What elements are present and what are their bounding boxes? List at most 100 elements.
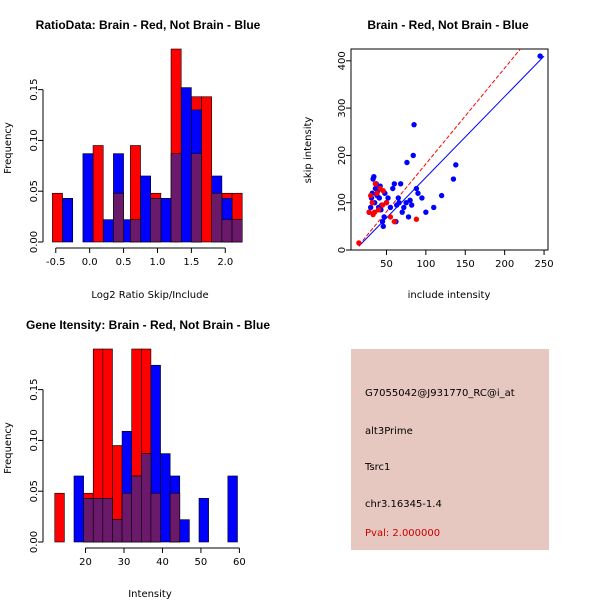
ratio-bar-overlap: [150, 198, 162, 243]
scatter-point-not-brain: [410, 152, 416, 159]
gene-bar-not-brain: [179, 519, 190, 543]
gene-bar-overlap: [121, 492, 132, 543]
scatter-x-tick-label: 250: [535, 259, 554, 270]
scatter-y-tick-label: 300: [337, 99, 348, 118]
ratio-histogram-panel: RatioData: Brain - Red, Not Brain - Blue…: [3, 18, 261, 301]
scatter-point-not-brain: [390, 185, 396, 192]
ratio-y-tick-label: 0.00: [29, 231, 40, 253]
gene-x-tick-label: 40: [156, 557, 169, 568]
gene-bar-not-brain: [227, 475, 238, 543]
scatter-point-not-brain: [403, 200, 409, 206]
scatter-x-tick-label: 50: [380, 259, 393, 270]
scatter-y-tick-label: 200: [337, 146, 348, 165]
scatter-point-not-brain: [379, 218, 386, 225]
ratio-x-tick-label: 1.5: [183, 257, 199, 268]
scatter-point-not-brain: [396, 200, 402, 206]
scatter-x-tick-label: 100: [416, 259, 435, 270]
ratio-histogram-bars: [52, 48, 243, 243]
scatter-point-not-brain: [395, 195, 401, 201]
scatter-point-not-brain: [381, 214, 387, 220]
scatter-point-brain: [387, 214, 394, 220]
ratio-bar-not-brain: [160, 198, 172, 243]
scatter-point-not-brain: [415, 190, 421, 196]
scatter-point-not-brain: [404, 159, 410, 166]
scatter-axes: 50 100 150 200 250 0 100 200 300 400: [337, 51, 554, 270]
scatter-point-not-brain: [405, 214, 412, 220]
ratio-bar-overlap: [231, 219, 243, 243]
scatter-point-not-brain: [371, 173, 377, 180]
gene-y-tick-label: 0.05: [29, 480, 40, 502]
ratio-bar-not-brain: [102, 219, 114, 243]
gene-histogram-bars: [54, 348, 238, 543]
ratio-bar-not-brain: [82, 153, 94, 243]
info-panel-background: [351, 349, 549, 550]
ratio-x-tick-label: 2.0: [217, 257, 233, 268]
gene-histogram-title: Gene Itensity: Brain - Red, Not Brain - …: [26, 318, 270, 332]
gene-x-tick-label: 30: [118, 557, 131, 568]
gene-bar-overlap: [112, 519, 123, 543]
ratio-y-tick-label: 0.15: [29, 78, 40, 100]
scatter-point-not-brain: [423, 209, 429, 215]
ratio-bar-overlap: [113, 192, 124, 243]
gene-histogram-panel: Gene Itensity: Brain - Red, Not Brain - …: [3, 318, 270, 600]
gene-bar-overlap: [169, 492, 181, 543]
ratio-x-tick-label: 0.0: [82, 257, 98, 268]
ratio-bar-brain: [52, 192, 63, 243]
scatter-point-brain: [380, 188, 387, 194]
scatter-point-not-brain: [413, 185, 420, 192]
scatter-x-tick-label: 150: [456, 259, 475, 270]
ratio-bar-not-brain: [180, 87, 192, 243]
scatter-point-brain: [374, 190, 380, 196]
ratio-y-tick-label: 0.10: [29, 129, 40, 151]
ratio-histogram-title: RatioData: Brain - Red, Not Brain - Blue: [36, 18, 261, 32]
scatter-point-not-brain: [401, 204, 407, 211]
ratio-bar-overlap: [170, 153, 182, 243]
ratio-y-tick-label: 0.05: [29, 180, 40, 202]
gene-bar-not-brain: [198, 498, 209, 543]
scatter-y-tick-label: 100: [337, 193, 348, 212]
ratio-histogram-ylabel: Frequency: [3, 122, 14, 174]
info-panel: G7055042@J931770_RC@i_at alt3Prime Tsrc1…: [351, 349, 549, 550]
ratio-bar-not-brain: [140, 175, 151, 243]
scatter-point-not-brain: [453, 162, 459, 168]
scatter-point-brain: [369, 200, 375, 206]
gene-bar-overlap: [131, 475, 142, 543]
gene-bar-overlap: [83, 498, 94, 543]
scatter-point-brain: [372, 181, 379, 187]
ratio-x-tick-label: 0.5: [116, 257, 132, 268]
gene-x-tick-label: 60: [233, 557, 246, 568]
pval-text: Pval: 2.000000: [365, 528, 440, 539]
scatter-point-not-brain: [537, 53, 543, 59]
scatter-point-not-brain: [450, 176, 457, 182]
scatter-point-not-brain: [391, 181, 398, 187]
scatter-point-not-brain: [438, 192, 445, 199]
scatter-fit-line-red: [358, 48, 521, 246]
scatter-point-not-brain: [419, 195, 425, 201]
gene-bar-overlap: [141, 453, 152, 543]
scatter-points: [356, 53, 543, 246]
scatter-point-not-brain: [411, 121, 417, 128]
ratio-bar-brain: [201, 96, 213, 243]
gene-bar-not-brain: [73, 475, 84, 543]
ratio-bar-overlap: [211, 192, 223, 243]
scatter-point-brain: [391, 218, 398, 225]
scatter-point-not-brain: [385, 195, 391, 201]
scatter-point-brain: [368, 192, 374, 199]
gene-histogram-axes: 20 30 40 50 60 0.00 0.05 0.10 0.15: [29, 378, 246, 568]
scatter-point-not-brain: [431, 204, 437, 211]
ratio-bar-brain: [92, 145, 104, 243]
gene-bar-brain: [54, 492, 65, 543]
probe-id-text: G7055042@J931770_RC@i_at: [365, 388, 515, 399]
scatter-point-brain: [356, 240, 362, 246]
ratio-bar-overlap: [191, 153, 202, 243]
scatter-point-not-brain: [387, 204, 394, 211]
gene-x-tick-label: 50: [195, 557, 208, 568]
ratio-x-tick-label: -0.5: [46, 257, 66, 268]
gene-histogram-xlabel: Intensity: [128, 589, 172, 600]
scatter-point-brain: [371, 209, 378, 215]
scatter-point-not-brain: [397, 181, 404, 187]
scatter-ylabel: skip intensity: [303, 117, 314, 184]
scatter-point-brain: [375, 207, 382, 213]
ratio-bar-not-brain: [62, 198, 74, 243]
